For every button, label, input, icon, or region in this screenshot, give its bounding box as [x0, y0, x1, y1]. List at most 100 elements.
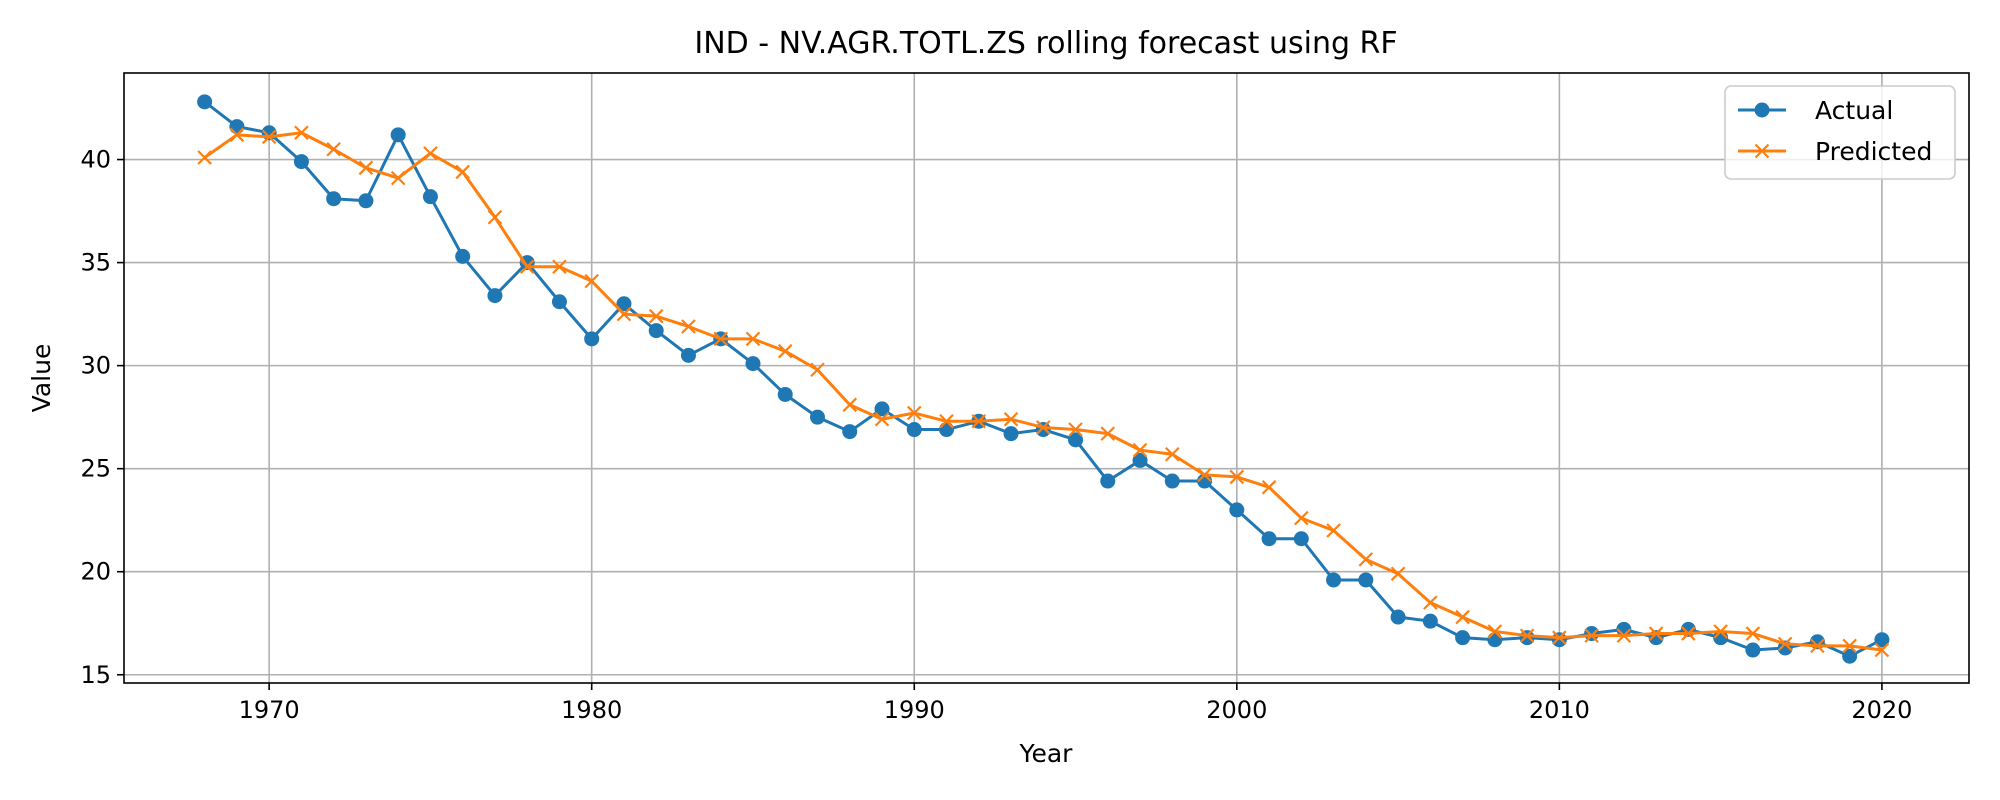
actual-point: [293, 154, 309, 170]
predicted-point: [1068, 422, 1083, 437]
actual-point: [422, 189, 438, 205]
actual-series: [197, 94, 1890, 664]
actual-point: [906, 422, 922, 438]
actual-line: [203, 100, 1883, 658]
actual-point: [1358, 572, 1374, 588]
predicted-point: [874, 411, 890, 427]
actual-point: [584, 331, 600, 347]
actual-point: [809, 409, 825, 425]
predicted-point: [487, 209, 503, 225]
actual-point: [939, 422, 955, 438]
predicted-point: [1197, 467, 1212, 483]
actual-point: [1745, 642, 1761, 658]
actual-point: [1584, 626, 1600, 642]
predicted-point: [455, 164, 470, 180]
y-tick-label: 15: [80, 661, 111, 689]
actual-legend-marker: [1754, 102, 1770, 118]
predicted-point: [1035, 420, 1051, 435]
actual-point: [680, 347, 696, 363]
predicted-point: [1229, 469, 1245, 485]
predicted-point: [1132, 442, 1148, 458]
actual-point: [745, 356, 761, 372]
actual-point: [777, 386, 793, 402]
actual-point: [1068, 432, 1084, 448]
predicted-legend-marker: [1754, 143, 1770, 159]
predicted-point: [358, 160, 374, 176]
predicted-point: [1261, 479, 1277, 495]
actual-point: [1874, 632, 1890, 648]
actual-point: [1229, 502, 1245, 518]
x-tick-label: 2020: [1851, 696, 1912, 724]
actual-point: [197, 94, 213, 110]
predicted-point: [1552, 630, 1567, 645]
actual-point: [1035, 422, 1051, 438]
predicted-point: [1616, 628, 1632, 643]
actual-point: [648, 323, 664, 339]
actual-point: [1551, 632, 1567, 648]
predicted-point: [1423, 595, 1438, 610]
predicted-point: [584, 273, 599, 289]
predicted-point: [1584, 628, 1599, 643]
y-tick-label: 35: [80, 249, 111, 277]
actual-point: [1261, 531, 1277, 547]
predicted-point: [423, 146, 438, 161]
actual-point: [1422, 613, 1438, 629]
actual-point: [1003, 426, 1019, 442]
actual-point: [1390, 609, 1406, 625]
predicted-point: [681, 319, 696, 334]
actual-point: [1455, 630, 1471, 646]
predicted-point: [906, 405, 922, 421]
predicted-point: [1519, 628, 1535, 643]
predicted-point: [1326, 523, 1341, 538]
actual-point: [1164, 473, 1180, 489]
plot-area: [197, 94, 1890, 664]
grid: [124, 73, 1969, 683]
predicted-point: [1777, 636, 1793, 652]
actual-point: [1519, 630, 1535, 646]
actual-point: [842, 424, 858, 440]
actual-point: [229, 119, 245, 135]
x-tick-label: 1990: [884, 696, 945, 724]
actual-point: [390, 127, 406, 143]
predicted-point: [648, 308, 664, 324]
predicted-point: [1294, 510, 1309, 526]
predicted-point: [777, 343, 793, 359]
actual-point: [1100, 473, 1116, 489]
x-tick-label: 2010: [1529, 696, 1590, 724]
predicted-point: [1003, 411, 1019, 427]
predicted-series: [197, 125, 1890, 658]
y-axis-label: Value: [27, 344, 56, 413]
predicted-point: [1810, 638, 1825, 654]
x-tick-label: 1970: [239, 696, 300, 724]
predicted-point: [197, 150, 212, 165]
actual-point: [874, 401, 890, 417]
x-axis-label: Year: [1019, 739, 1074, 768]
predicted-point: [1100, 426, 1116, 441]
predicted-point: [1745, 626, 1761, 641]
predicted-point: [1713, 624, 1728, 639]
axes-frame: [123, 72, 1970, 684]
predicted-point: [939, 413, 954, 429]
predicted-point: [294, 125, 309, 141]
y-tick-label: 30: [80, 352, 111, 380]
y-tick-label: 25: [80, 455, 111, 483]
x-tick-label: 2000: [1206, 696, 1267, 724]
actual-point: [1293, 531, 1309, 547]
legend-label-actual: Actual: [1815, 96, 1893, 125]
predicted-point: [1390, 566, 1406, 582]
actual-point: [1132, 452, 1148, 468]
predicted-point: [261, 129, 277, 145]
actual-point: [358, 193, 374, 209]
axis-ticks: 1970 1980 1990 2000 2010 2020 15 20 25 30 35 40: [80, 146, 1912, 724]
actual-point: [551, 294, 567, 310]
actual-point: [487, 288, 503, 304]
actual-point: [616, 296, 632, 312]
predicted-point: [552, 259, 567, 274]
predicted-point: [390, 170, 406, 186]
predicted-point: [810, 362, 825, 378]
predicted-point: [745, 331, 761, 347]
actual-point: [455, 248, 471, 264]
predicted-point: [1487, 624, 1503, 639]
predicted-point: [1165, 446, 1180, 462]
